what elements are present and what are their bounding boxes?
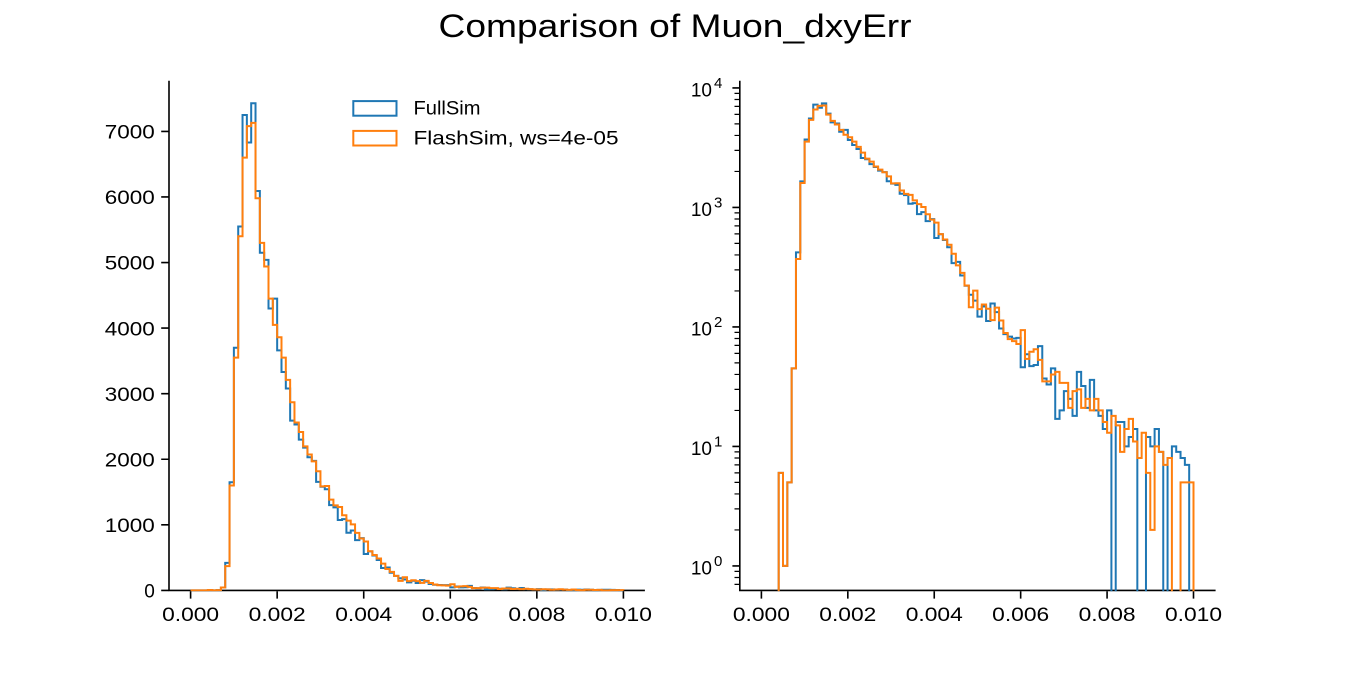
svg-text:0.006: 0.006 <box>992 605 1049 626</box>
svg-text:0.000: 0.000 <box>733 605 790 626</box>
svg-text:0.006: 0.006 <box>422 605 479 626</box>
svg-text:0.008: 0.008 <box>1079 605 1136 626</box>
svg-text:0.004: 0.004 <box>335 605 393 626</box>
svg-text:2000: 2000 <box>105 450 155 471</box>
svg-text:0.004: 0.004 <box>906 605 964 626</box>
svg-text:FullSim: FullSim <box>414 99 481 120</box>
svg-text:1: 1 <box>714 434 722 451</box>
svg-text:6000: 6000 <box>105 188 155 209</box>
svg-text:0: 0 <box>144 582 155 603</box>
svg-text:Comparison of Muon_dxyErr: Comparison of Muon_dxyErr <box>439 8 912 44</box>
svg-text:1000: 1000 <box>105 516 155 537</box>
svg-text:3000: 3000 <box>105 385 155 406</box>
svg-text:5000: 5000 <box>105 254 155 275</box>
svg-text:10: 10 <box>691 558 712 579</box>
svg-text:0.010: 0.010 <box>595 605 652 626</box>
svg-text:0.000: 0.000 <box>162 605 219 626</box>
svg-text:FlashSim, ws=4e-05: FlashSim, ws=4e-05 <box>414 128 619 149</box>
svg-text:10: 10 <box>691 200 712 221</box>
svg-text:10: 10 <box>691 439 712 460</box>
svg-text:0: 0 <box>714 553 722 570</box>
svg-text:0.010: 0.010 <box>1165 605 1222 626</box>
svg-text:0.002: 0.002 <box>819 605 876 626</box>
svg-text:4000: 4000 <box>105 319 155 340</box>
svg-text:10: 10 <box>691 80 712 101</box>
svg-text:2: 2 <box>714 314 722 331</box>
svg-text:0.002: 0.002 <box>249 605 306 626</box>
svg-text:3: 3 <box>714 195 722 212</box>
svg-text:10: 10 <box>691 319 712 340</box>
svg-text:4: 4 <box>714 75 722 92</box>
svg-text:7000: 7000 <box>105 123 155 144</box>
svg-text:0.008: 0.008 <box>508 605 565 626</box>
